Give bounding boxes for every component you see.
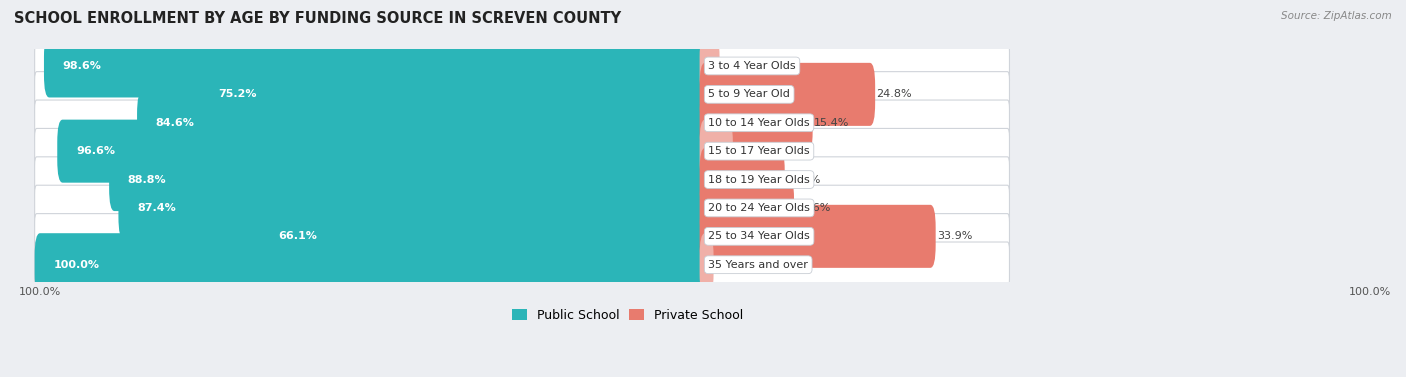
- Text: 98.6%: 98.6%: [63, 61, 101, 71]
- FancyBboxPatch shape: [700, 205, 935, 268]
- Text: 15.4%: 15.4%: [814, 118, 849, 128]
- Text: 84.6%: 84.6%: [156, 118, 194, 128]
- Text: 18 to 19 Year Olds: 18 to 19 Year Olds: [709, 175, 810, 185]
- Text: 75.2%: 75.2%: [218, 89, 257, 100]
- Text: 33.9%: 33.9%: [936, 231, 973, 241]
- FancyBboxPatch shape: [35, 185, 1010, 231]
- Text: 35 Years and over: 35 Years and over: [709, 260, 808, 270]
- FancyBboxPatch shape: [35, 242, 1010, 287]
- Text: Source: ZipAtlas.com: Source: ZipAtlas.com: [1281, 11, 1392, 21]
- Text: 25 to 34 Year Olds: 25 to 34 Year Olds: [709, 231, 810, 241]
- FancyBboxPatch shape: [700, 233, 714, 296]
- Text: 1.4%: 1.4%: [721, 61, 749, 71]
- FancyBboxPatch shape: [700, 120, 733, 183]
- Text: 15 to 17 Year Olds: 15 to 17 Year Olds: [709, 146, 810, 156]
- Text: 11.2%: 11.2%: [786, 175, 821, 185]
- Text: 96.6%: 96.6%: [76, 146, 115, 156]
- Text: 0.0%: 0.0%: [714, 260, 744, 270]
- Text: 100.0%: 100.0%: [53, 260, 100, 270]
- FancyBboxPatch shape: [700, 34, 720, 98]
- Text: 66.1%: 66.1%: [278, 231, 318, 241]
- FancyBboxPatch shape: [35, 100, 1010, 146]
- Legend: Public School, Private School: Public School, Private School: [506, 304, 748, 327]
- FancyBboxPatch shape: [136, 91, 710, 154]
- FancyBboxPatch shape: [58, 120, 710, 183]
- Text: 12.6%: 12.6%: [796, 203, 831, 213]
- Text: 20 to 24 Year Olds: 20 to 24 Year Olds: [709, 203, 810, 213]
- FancyBboxPatch shape: [35, 129, 1010, 174]
- Text: SCHOOL ENROLLMENT BY AGE BY FUNDING SOURCE IN SCREVEN COUNTY: SCHOOL ENROLLMENT BY AGE BY FUNDING SOUR…: [14, 11, 621, 26]
- FancyBboxPatch shape: [44, 34, 710, 98]
- FancyBboxPatch shape: [35, 233, 710, 296]
- Text: 10 to 14 Year Olds: 10 to 14 Year Olds: [709, 118, 810, 128]
- Text: 3.4%: 3.4%: [734, 146, 762, 156]
- Text: 5 to 9 Year Old: 5 to 9 Year Old: [709, 89, 790, 100]
- Text: 88.8%: 88.8%: [128, 175, 166, 185]
- FancyBboxPatch shape: [35, 72, 1010, 117]
- Text: 24.8%: 24.8%: [876, 89, 912, 100]
- FancyBboxPatch shape: [35, 43, 1010, 89]
- FancyBboxPatch shape: [200, 63, 710, 126]
- FancyBboxPatch shape: [110, 148, 710, 211]
- FancyBboxPatch shape: [260, 205, 710, 268]
- FancyBboxPatch shape: [35, 214, 1010, 259]
- FancyBboxPatch shape: [35, 157, 1010, 202]
- Text: 87.4%: 87.4%: [136, 203, 176, 213]
- FancyBboxPatch shape: [118, 176, 710, 239]
- FancyBboxPatch shape: [700, 148, 785, 211]
- Text: 3 to 4 Year Olds: 3 to 4 Year Olds: [709, 61, 796, 71]
- FancyBboxPatch shape: [700, 63, 875, 126]
- FancyBboxPatch shape: [700, 91, 813, 154]
- FancyBboxPatch shape: [700, 176, 794, 239]
